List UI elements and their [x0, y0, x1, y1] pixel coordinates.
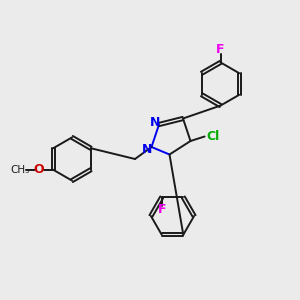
Text: Cl: Cl [206, 130, 220, 143]
Text: F: F [158, 203, 166, 216]
Text: O: O [34, 163, 44, 176]
Text: N: N [150, 116, 160, 129]
Text: CH₃: CH₃ [10, 165, 29, 175]
Text: N: N [142, 143, 152, 156]
Text: F: F [216, 43, 225, 56]
